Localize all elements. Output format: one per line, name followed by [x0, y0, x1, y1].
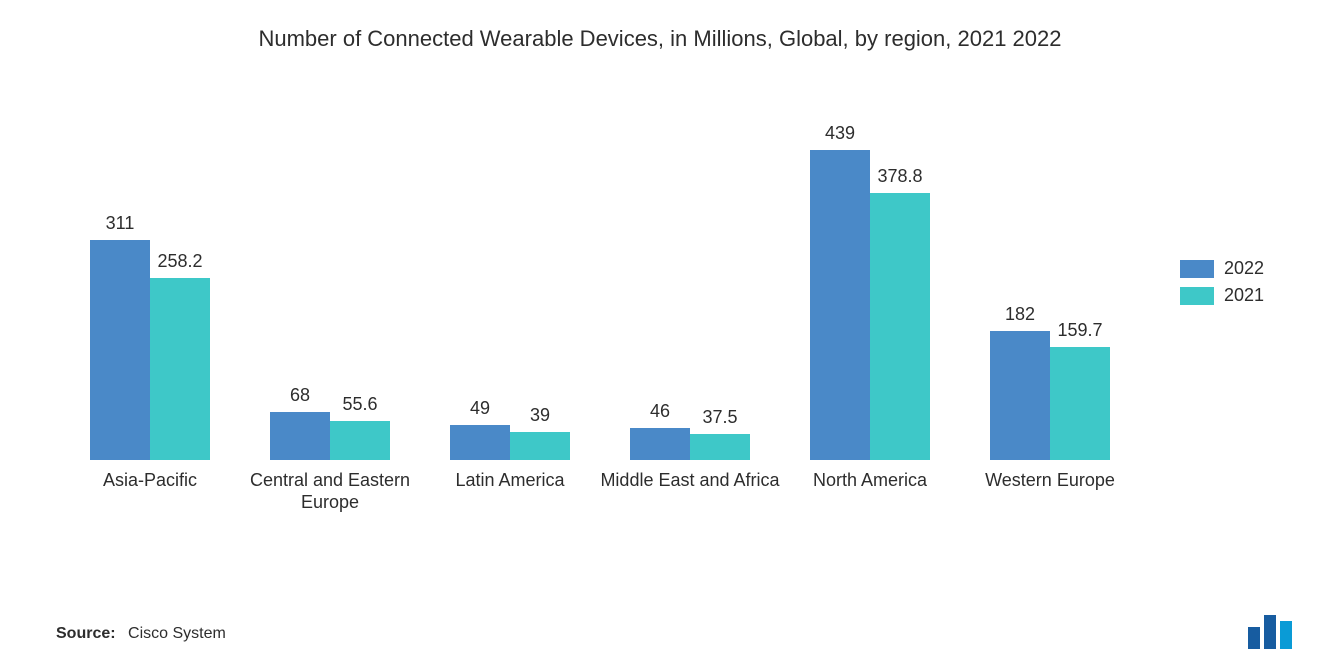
category-label: Central and Eastern Europe: [240, 470, 420, 513]
legend: 2022 2021: [1180, 258, 1300, 312]
bar: [690, 434, 750, 460]
bar: [870, 193, 930, 460]
logo-bar: [1248, 627, 1260, 649]
plot-area: 311258.26855.649394637.5439378.8182159.7: [60, 150, 1140, 460]
legend-item: 2022: [1180, 258, 1300, 279]
category-labels: Asia-PacificCentral and Eastern EuropeLa…: [60, 470, 1140, 550]
logo-bar: [1280, 621, 1292, 649]
bar: [450, 425, 510, 460]
legend-swatch: [1180, 287, 1214, 305]
bar-value-label: 37.5: [680, 407, 760, 428]
brand-logo: [1248, 615, 1292, 649]
category-label: Latin America: [420, 470, 600, 492]
source-label: Source:: [56, 625, 116, 642]
legend-item: 2021: [1180, 285, 1300, 306]
bar-value-label: 39: [500, 405, 580, 426]
bar: [270, 412, 330, 460]
bar-value-label: 378.8: [860, 166, 940, 187]
bar: [630, 428, 690, 460]
source-line: Source: Cisco System: [56, 625, 226, 643]
bar: [1050, 347, 1110, 460]
legend-swatch: [1180, 260, 1214, 278]
bar-value-label: 159.7: [1040, 320, 1120, 341]
category-label: Middle East and Africa: [600, 470, 780, 492]
bar-value-label: 258.2: [140, 251, 220, 272]
bar: [990, 331, 1050, 460]
bar-value-label: 311: [80, 213, 160, 234]
category-label: Western Europe: [960, 470, 1140, 492]
bar: [510, 432, 570, 460]
legend-label: 2021: [1224, 285, 1264, 306]
chart-title: Number of Connected Wearable Devices, in…: [0, 0, 1320, 54]
legend-label: 2022: [1224, 258, 1264, 279]
bar: [90, 240, 150, 460]
bar: [810, 150, 870, 460]
bar-value-label: 439: [800, 123, 880, 144]
chart-container: Number of Connected Wearable Devices, in…: [0, 0, 1320, 665]
bar: [330, 421, 390, 460]
logo-bar: [1264, 615, 1276, 649]
bar-value-label: 55.6: [320, 394, 400, 415]
bar: [150, 278, 210, 460]
chart-area: 311258.26855.649394637.5439378.8182159.7…: [60, 150, 1140, 550]
source-value: Cisco System: [128, 625, 226, 642]
category-label: Asia-Pacific: [60, 470, 240, 492]
category-label: North America: [780, 470, 960, 492]
